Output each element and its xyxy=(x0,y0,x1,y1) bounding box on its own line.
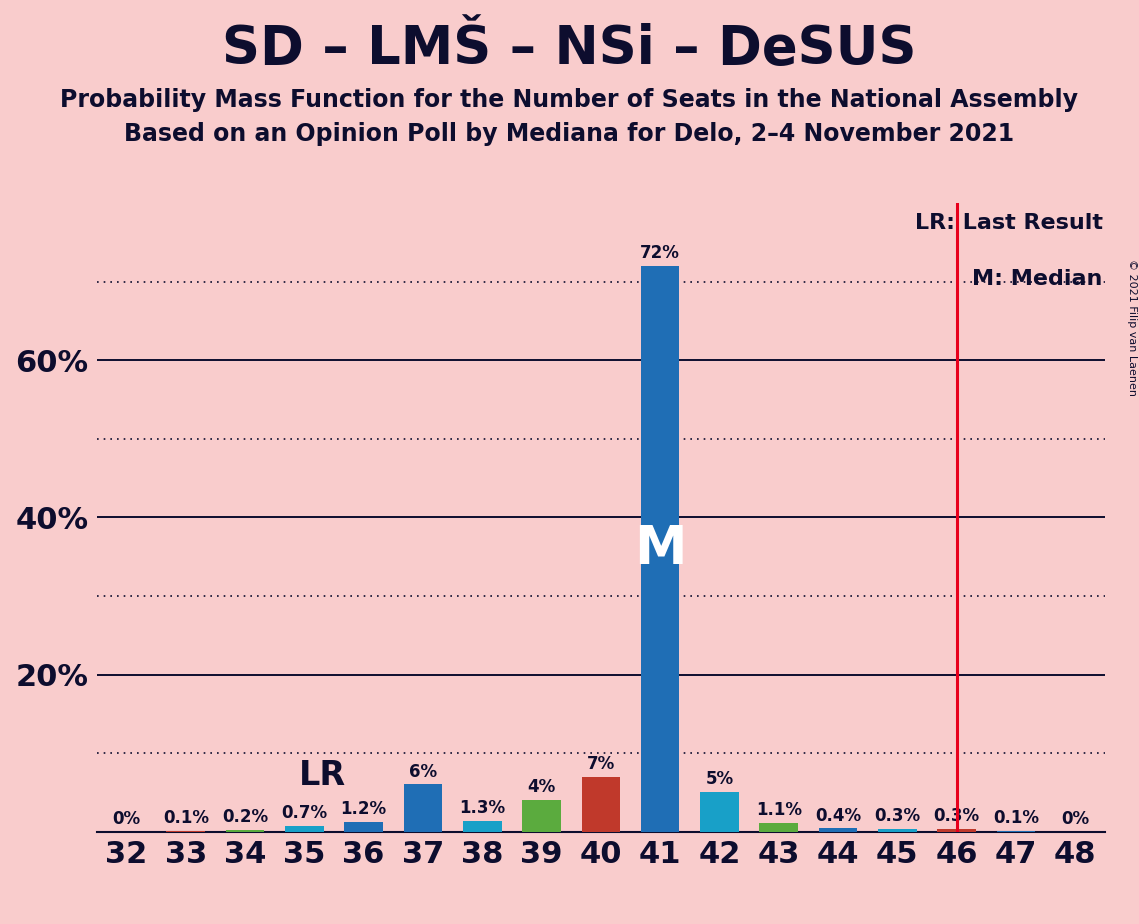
Text: 0.7%: 0.7% xyxy=(281,804,327,822)
Bar xyxy=(462,821,501,832)
Text: LR: Last Result: LR: Last Result xyxy=(915,213,1103,233)
Bar xyxy=(344,822,383,832)
Text: 0.3%: 0.3% xyxy=(934,808,980,825)
Bar xyxy=(403,784,442,832)
Text: © 2021 Filip van Laenen: © 2021 Filip van Laenen xyxy=(1126,259,1137,395)
Text: 0.1%: 0.1% xyxy=(163,808,208,827)
Text: SD – LMŠ – NSi – DeSUS: SD – LMŠ – NSi – DeSUS xyxy=(222,23,917,75)
Text: 0.3%: 0.3% xyxy=(875,808,920,825)
Bar xyxy=(700,792,739,832)
Text: 4%: 4% xyxy=(527,778,556,796)
Bar xyxy=(937,829,976,832)
Text: 0%: 0% xyxy=(1062,809,1089,828)
Text: LR: LR xyxy=(298,760,345,793)
Text: 1.3%: 1.3% xyxy=(459,799,506,818)
Bar xyxy=(226,830,264,832)
Bar xyxy=(641,266,679,832)
Text: 5%: 5% xyxy=(705,771,734,788)
Text: Based on an Opinion Poll by Mediana for Delo, 2–4 November 2021: Based on an Opinion Poll by Mediana for … xyxy=(124,122,1015,146)
Text: 1.1%: 1.1% xyxy=(755,801,802,819)
Bar xyxy=(819,829,858,832)
Text: 0.2%: 0.2% xyxy=(222,808,268,826)
Text: 0.4%: 0.4% xyxy=(814,807,861,824)
Text: 72%: 72% xyxy=(640,244,680,262)
Text: Probability Mass Function for the Number of Seats in the National Assembly: Probability Mass Function for the Number… xyxy=(60,88,1079,112)
Bar xyxy=(285,826,323,832)
Bar xyxy=(523,800,560,832)
Text: 0.1%: 0.1% xyxy=(993,808,1039,827)
Bar xyxy=(760,823,798,832)
Text: M: Median: M: Median xyxy=(973,269,1103,289)
Bar xyxy=(582,776,620,832)
Bar xyxy=(878,829,917,832)
Text: 7%: 7% xyxy=(587,755,615,772)
Text: 6%: 6% xyxy=(409,762,437,781)
Text: 1.2%: 1.2% xyxy=(341,800,387,819)
Text: 0%: 0% xyxy=(113,809,140,828)
Text: M: M xyxy=(634,523,687,575)
